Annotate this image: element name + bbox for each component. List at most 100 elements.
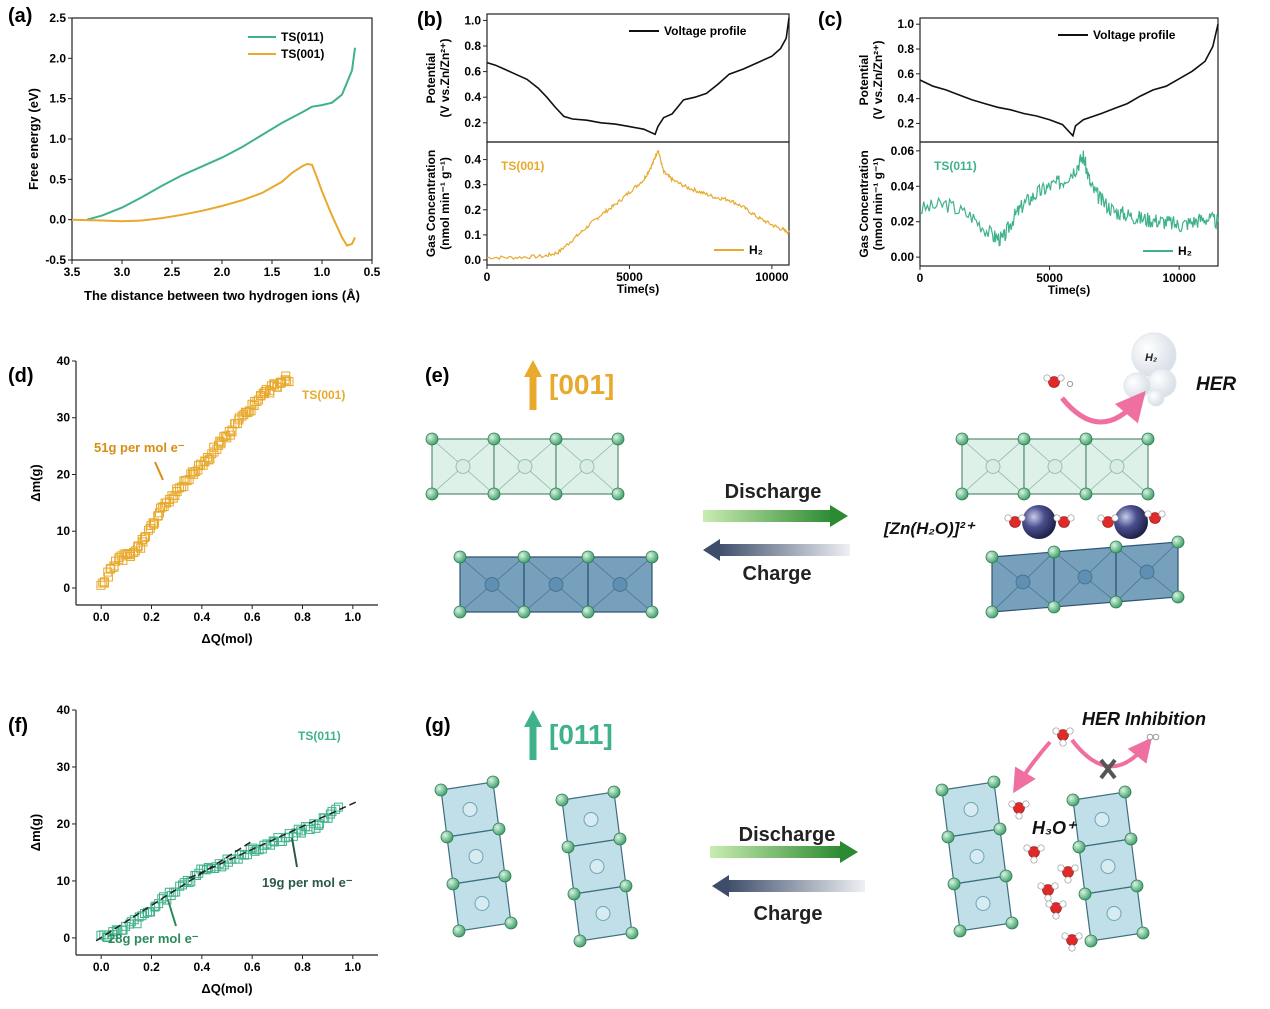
data-point — [266, 381, 276, 391]
atom — [985, 605, 999, 619]
atom — [452, 924, 466, 938]
atom — [1005, 916, 1019, 930]
y-tick-label: 20 — [57, 817, 71, 831]
atom — [611, 432, 625, 446]
chain-011-4 — [1066, 785, 1150, 948]
metal-center — [579, 459, 595, 474]
direction-label-001: [001] — [549, 369, 614, 400]
metal-center — [455, 459, 471, 474]
atom — [1017, 487, 1031, 501]
x-tick-label: 0.2 — [143, 610, 160, 624]
y-axis-label: Free energy (eV) — [26, 88, 41, 190]
atom — [645, 605, 659, 619]
data-point — [227, 425, 237, 435]
metal-center — [484, 577, 500, 592]
series-label: TS(011) — [298, 729, 341, 743]
data-point — [136, 543, 146, 553]
x-tick-label: 0.0 — [93, 960, 110, 974]
x-tick-label: 0.5 — [364, 265, 381, 279]
y-tick-label: 0 — [63, 581, 70, 595]
x-axis-label: Time(s) — [617, 282, 659, 296]
h2-bubble — [1147, 389, 1165, 407]
voltage-profile-line — [919, 24, 1219, 138]
y-axis-label-top: Potential — [857, 55, 871, 106]
annotation-arrow — [291, 837, 298, 868]
y-axis-label-bottom: (nmol min⁻¹ g⁻¹) — [438, 157, 452, 250]
metal-center — [1139, 564, 1155, 580]
slope-annotation: 28g per mol e⁻ — [108, 931, 199, 946]
discharge-arrow-g-head — [840, 841, 858, 863]
legend-entry: H₂ — [749, 243, 763, 257]
atom — [567, 887, 581, 901]
y-axis-label-bottom: Gas Concentration — [857, 150, 871, 257]
data-point — [269, 380, 279, 390]
atom — [1171, 590, 1185, 604]
layer-light-001-right — [955, 432, 1155, 501]
y-tick-label: 0.2 — [897, 116, 914, 130]
h2-concentration-line — [486, 149, 790, 261]
y-axis-label-top: (V vs.Zn/Zn²⁺) — [438, 39, 452, 118]
discharge-arrow-g — [710, 846, 842, 858]
hydrogen-atom — [1152, 733, 1160, 741]
y-axis-label-top: Potential — [424, 53, 438, 104]
chart-a: 3.5 3.0 2.5 2.0 1.5 1.0 0.5 -0.5 0.0 0.5 1.0 1.5 2.0… — [26, 11, 381, 303]
zn-ion — [1114, 505, 1148, 539]
y-axis-label: Δm(g) — [28, 464, 43, 502]
atom — [1079, 487, 1093, 501]
atom — [941, 830, 955, 844]
y-tick-label: 1.0 — [464, 13, 481, 27]
legend-entry: Voltage profile — [664, 24, 747, 38]
atom — [985, 550, 999, 564]
metal-center — [462, 802, 478, 817]
slope-annotation: 19g per mol e⁻ — [262, 875, 353, 890]
data-point — [284, 377, 294, 387]
atom — [625, 926, 639, 940]
atom — [581, 605, 595, 619]
y-axis-label-top: (V vs.Zn/Zn²⁺) — [871, 41, 885, 120]
her-blocked-arrow — [1070, 737, 1153, 769]
her-arrow — [1060, 390, 1146, 425]
atom — [1079, 432, 1093, 446]
x-tick-label: 0.2 — [143, 960, 160, 974]
x-tick-label: 5000 — [616, 270, 643, 284]
data-point — [143, 525, 153, 535]
atom — [504, 916, 518, 930]
data-point — [106, 563, 116, 573]
atom — [446, 877, 460, 891]
zn-complex-label: [Zn(H₂O)]²⁺ — [883, 519, 976, 538]
series-label: TS(001) — [501, 159, 544, 173]
atom — [487, 432, 501, 446]
h2-label: H₂ — [1145, 352, 1157, 364]
data-point — [132, 919, 142, 929]
x-tick-label: 0.0 — [93, 610, 110, 624]
y-tick-label: 30 — [57, 411, 71, 425]
metal-center — [1109, 459, 1125, 474]
her-label: HER — [1196, 374, 1236, 395]
y-tick-label: 0.2 — [464, 203, 481, 217]
atom — [611, 487, 625, 501]
data-point — [140, 532, 150, 542]
chart-c: 0.2 0.4 0.6 0.8 1.0 0.00 0.02 0.04 0.06 0 5000 1000… — [857, 17, 1219, 297]
atom — [581, 550, 595, 564]
hydrogen-atom — [1023, 844, 1031, 852]
oxygen-atom — [1102, 516, 1114, 528]
metal-center — [963, 802, 979, 817]
metal-center — [517, 459, 533, 474]
atom — [955, 432, 969, 446]
metal-center — [583, 812, 599, 827]
hydrogen-atom — [1052, 727, 1060, 735]
atom — [613, 832, 627, 846]
atom — [573, 934, 587, 948]
hydrogen-atom — [1018, 514, 1026, 522]
x-tick-label: 1.0 — [314, 265, 331, 279]
atom — [549, 432, 563, 446]
hydronium-molecules-g — [1008, 727, 1160, 952]
x-tick-label: 3.5 — [64, 265, 81, 279]
charge-arrow-g-head — [712, 875, 729, 897]
atom — [549, 487, 563, 501]
direction-arrow-001-head — [524, 360, 542, 377]
y-axis-label-bottom: Gas Concentration — [424, 150, 438, 257]
x-axis-label: ΔQ(mol) — [201, 981, 252, 996]
y-tick-label: 1.5 — [49, 92, 66, 106]
